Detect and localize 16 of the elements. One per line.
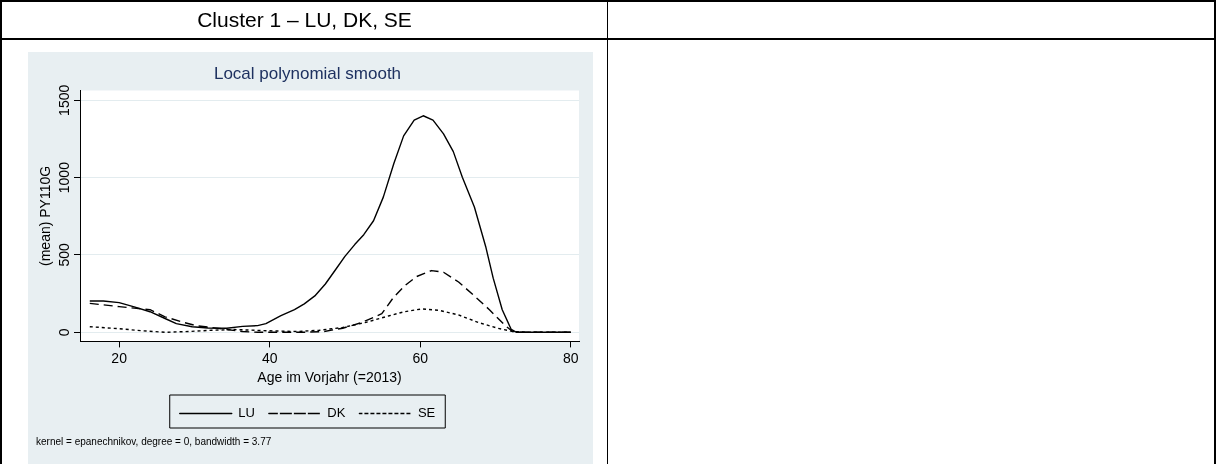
text: kernel = epanechnikov, degree = 0, bandwidth = 3.77 [36, 435, 272, 447]
chart-title: Cluster 1 – LU, DK, SE [196, 7, 413, 33]
y-tick-label: 0 [55, 328, 72, 337]
chart-subtitle: Local polynomial smooth [213, 63, 402, 83]
y-tick-label: 500 [55, 243, 72, 267]
x-tick-label: 20 [111, 349, 128, 366]
x-tick-label: 80 [562, 349, 579, 366]
y-tick-label: 1500 [55, 84, 72, 116]
x-tick-label: 40 [261, 349, 278, 366]
legend-label: DK [327, 405, 346, 421]
x-tick-label: 60 [412, 349, 429, 366]
x-axis-title: Age im Vorjahr (=2013) [257, 369, 402, 386]
legend-label: LU [238, 405, 255, 421]
legend-label: SE [417, 405, 436, 421]
y-axis-title: (mean) PY110G [37, 165, 54, 266]
y-tick-label: 1000 [55, 161, 72, 194]
